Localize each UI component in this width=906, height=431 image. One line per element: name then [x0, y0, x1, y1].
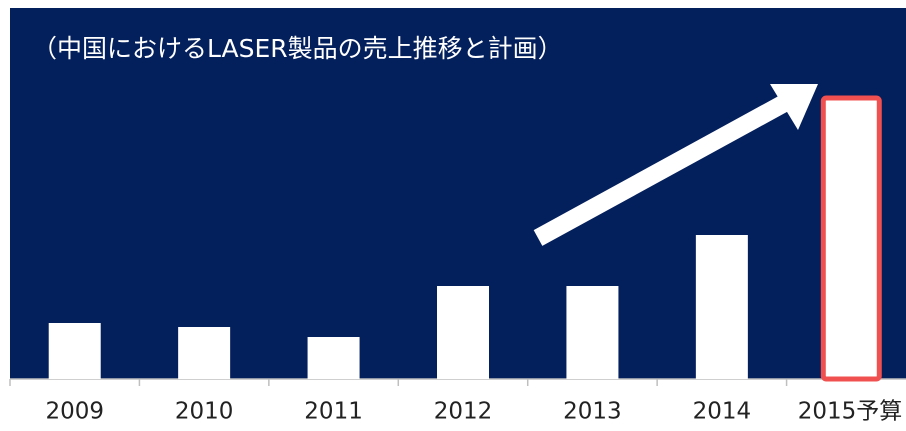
bar — [820, 95, 882, 382]
bar — [695, 235, 748, 379]
x-tick-label: 2011 — [304, 399, 363, 425]
bar — [566, 286, 619, 379]
x-tick-label: 2009 — [45, 399, 104, 425]
arrow-head — [770, 84, 818, 130]
x-tick-label: 2013 — [563, 399, 622, 425]
bar — [307, 337, 360, 379]
arrow-shaft — [533, 92, 795, 246]
x-tick-label: 2015予算 — [798, 399, 903, 425]
arrow — [533, 84, 818, 246]
chart-title: （中国におけるLASER製品の売上推移と計画） — [32, 34, 563, 63]
bar — [48, 323, 101, 379]
bar — [437, 286, 489, 379]
x-tick-label: 2014 — [693, 399, 752, 425]
x-tick-label: 2012 — [434, 399, 493, 425]
x-tick-label: 2010 — [175, 399, 234, 425]
bar — [178, 327, 231, 379]
